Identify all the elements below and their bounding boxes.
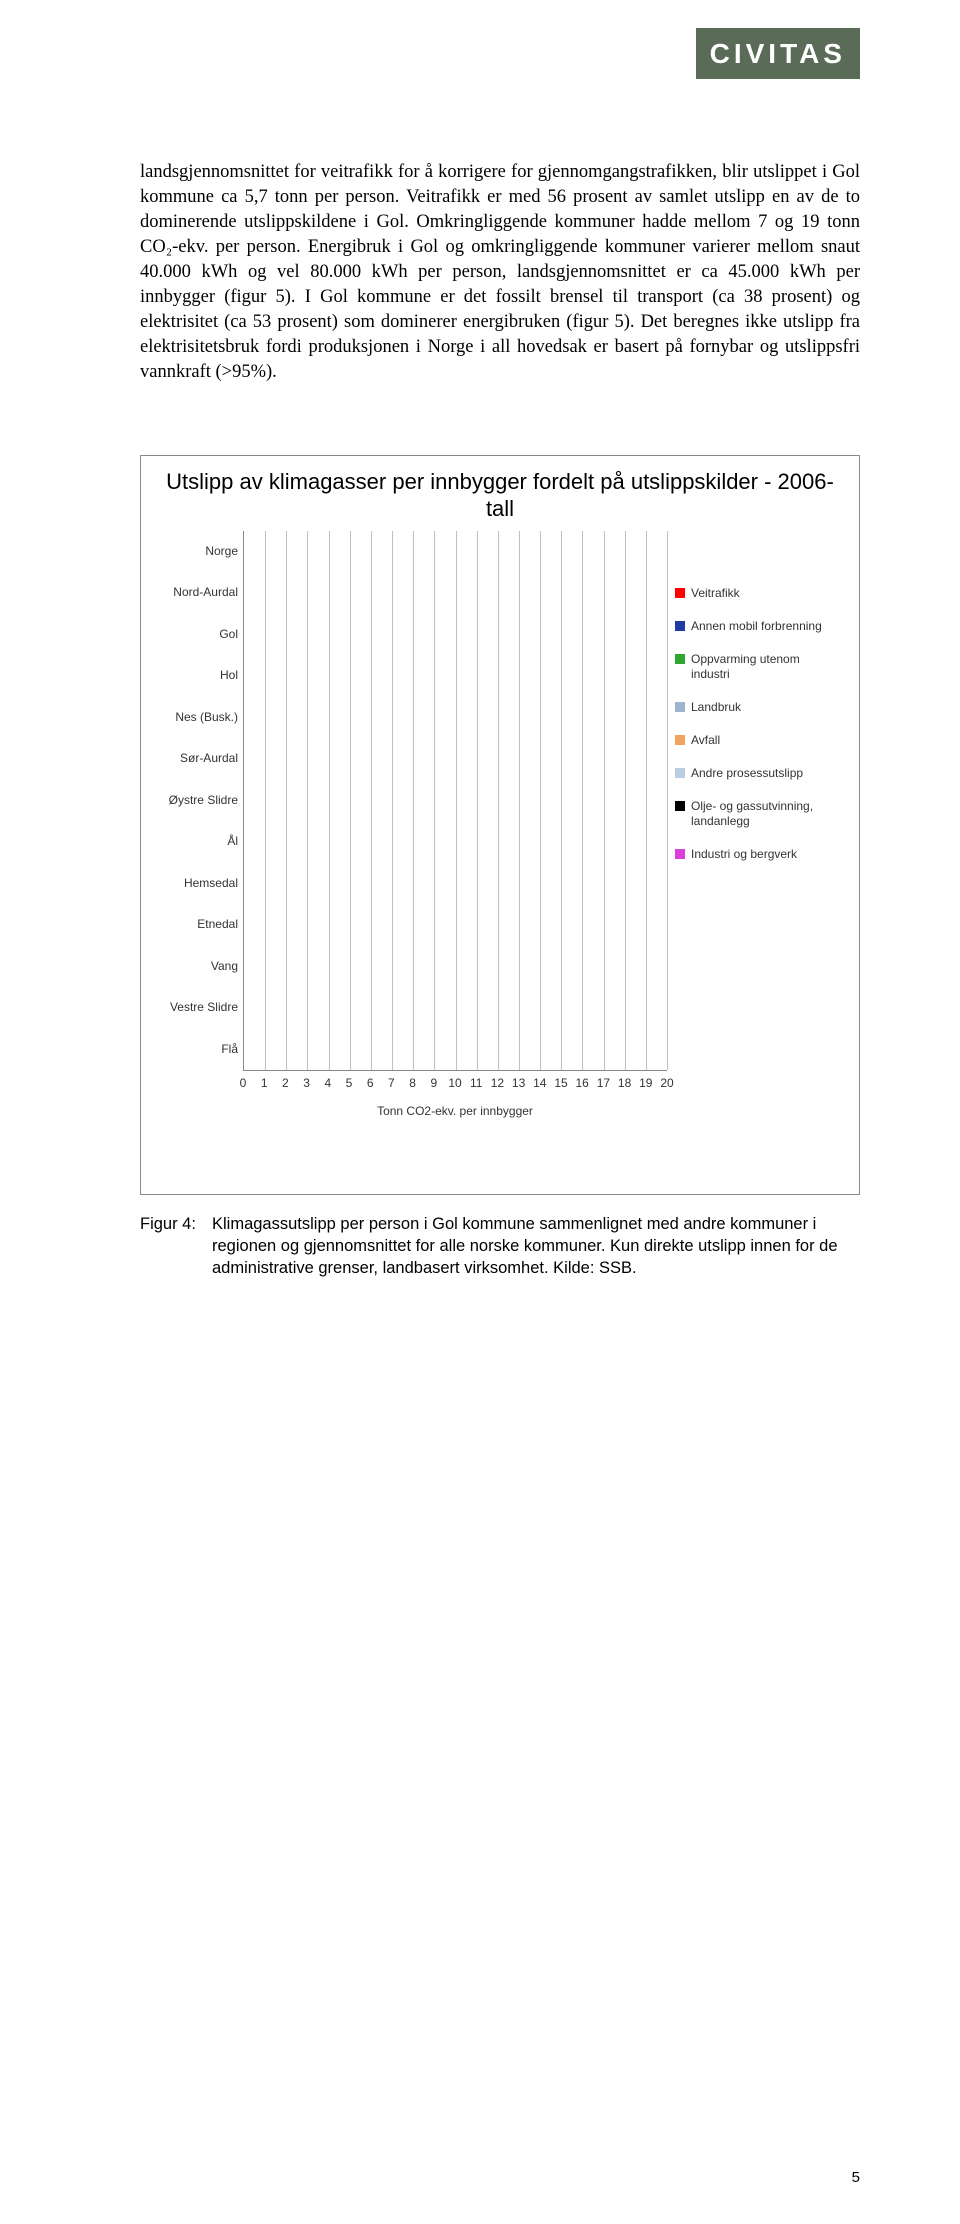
- legend-item: Andre prosessutslipp: [675, 766, 835, 781]
- category-label: Hemsedal: [184, 874, 244, 894]
- legend-swatch: [675, 768, 685, 778]
- legend-item: Oppvarming utenom industri: [675, 652, 835, 682]
- x-tick: 2: [282, 1075, 289, 1092]
- legend-item: Avfall: [675, 733, 835, 748]
- category-label: Vestre Slidre: [170, 998, 244, 1018]
- legend-item: Annen mobil forbrenning: [675, 619, 835, 634]
- legend-swatch: [675, 702, 685, 712]
- legend-label: Andre prosessutslipp: [691, 766, 803, 781]
- category-label: Vang: [211, 957, 244, 977]
- body-paragraph: landsgjennomsnittet for veitrafikk for å…: [140, 160, 860, 385]
- x-tick: 1: [261, 1075, 268, 1092]
- x-tick: 16: [576, 1075, 589, 1092]
- x-tick: 7: [388, 1075, 395, 1092]
- figure-caption: Figur 4: Klimagassutslipp per person i G…: [140, 1213, 860, 1280]
- legend-label: Avfall: [691, 733, 720, 748]
- chart-title: Utslipp av klimagasser per innbygger for…: [153, 468, 847, 523]
- x-tick: 0: [240, 1075, 247, 1092]
- category-label: Ål: [227, 832, 244, 852]
- category-label: Flå: [221, 1040, 244, 1060]
- page-number: 5: [852, 2167, 860, 2188]
- x-tick: 3: [303, 1075, 310, 1092]
- legend-swatch: [675, 849, 685, 859]
- logo-badge: CIVITAS: [696, 28, 860, 79]
- x-tick: 6: [367, 1075, 374, 1092]
- x-tick: 20: [660, 1075, 673, 1092]
- legend-label: Industri og bergverk: [691, 847, 797, 862]
- x-axis-title: Tonn CO2-ekv. per innbygger: [243, 1103, 667, 1120]
- category-label: Øystre Slidre: [169, 791, 244, 811]
- page: CIVITAS landsgjennomsnittet for veitrafi…: [0, 0, 960, 2224]
- category-label: Hol: [220, 666, 244, 686]
- legend-swatch: [675, 801, 685, 811]
- legend-item: Veitrafikk: [675, 586, 835, 601]
- category-label: Gol: [219, 625, 244, 645]
- x-tick: 17: [597, 1075, 610, 1092]
- caption-label: Figur 4:: [140, 1213, 212, 1280]
- category-label: Sør-Aurdal: [180, 749, 244, 769]
- legend-swatch: [675, 588, 685, 598]
- legend-label: Annen mobil forbrenning: [691, 619, 822, 634]
- legend-label: Landbruk: [691, 700, 741, 715]
- legend-item: Industri og bergverk: [675, 847, 835, 862]
- legend-swatch: [675, 735, 685, 745]
- chart-legend: Veitrafikk Annen mobil forbrenning Oppvarm…: [675, 586, 835, 880]
- category-label: Nord-Aurdal: [173, 583, 244, 603]
- x-tick: 10: [448, 1075, 461, 1092]
- x-tick: 19: [639, 1075, 652, 1092]
- x-tick: 12: [491, 1075, 504, 1092]
- legend-label: Olje- og gassutvinning, landanlegg: [691, 799, 835, 829]
- legend-swatch: [675, 621, 685, 631]
- x-tick: 4: [324, 1075, 331, 1092]
- category-label: Norge: [205, 542, 244, 562]
- legend-swatch: [675, 654, 685, 664]
- chart-figure: Utslipp av klimagasser per innbygger for…: [140, 455, 860, 1195]
- x-tick: 8: [409, 1075, 416, 1092]
- x-tick: 9: [430, 1075, 437, 1092]
- legend-item: Olje- og gassutvinning, landanlegg: [675, 799, 835, 829]
- x-tick: 18: [618, 1075, 631, 1092]
- x-tick: 11: [470, 1075, 482, 1092]
- plot-area: NorgeNord-AurdalGolHolNes (Busk.)Sør-Aur…: [243, 531, 667, 1071]
- x-tick: 5: [346, 1075, 353, 1092]
- legend-label: Veitrafikk: [691, 586, 740, 601]
- x-tick: 14: [533, 1075, 546, 1092]
- x-tick: 13: [512, 1075, 525, 1092]
- legend-label: Oppvarming utenom industri: [691, 652, 835, 682]
- legend-item: Landbruk: [675, 700, 835, 715]
- category-label: Nes (Busk.): [175, 708, 244, 728]
- x-tick: 15: [554, 1075, 567, 1092]
- x-axis: 01234567891011121314151617181920: [243, 1071, 667, 1095]
- caption-text: Klimagassutslipp per person i Gol kommun…: [212, 1213, 860, 1280]
- category-label: Etnedal: [197, 915, 244, 935]
